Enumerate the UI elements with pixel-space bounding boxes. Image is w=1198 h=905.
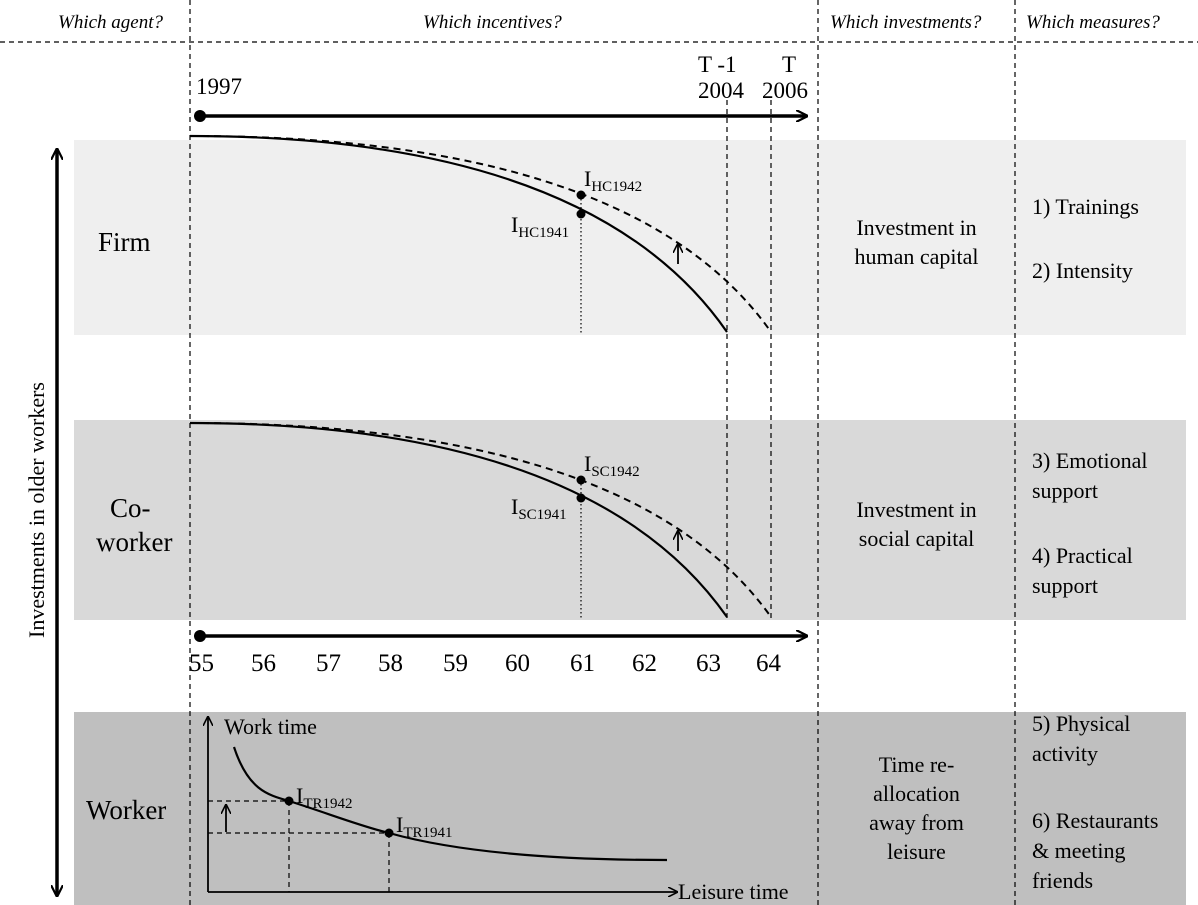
age-tick: 60: [505, 650, 530, 677]
timeline-t: T: [782, 52, 797, 77]
age-tick: 62: [632, 650, 657, 677]
worker-point-1942-label: ITR1942: [296, 783, 353, 812]
worker-measure-line: & meeting: [1032, 838, 1126, 863]
header-which-investments: Which investments?: [830, 12, 982, 33]
worker-x-axis-label: Leisure time: [678, 879, 789, 904]
age-tick: 61: [570, 650, 595, 677]
worker-measure-6: 6) Restaurants & meeting friends: [1032, 806, 1158, 896]
worker-point-1941-label: ITR1941: [396, 812, 453, 841]
worker-y-axis-label: Work time: [224, 714, 317, 739]
timeline-t-minus-1: T -1: [698, 52, 737, 77]
worker-investment-line: allocation: [873, 781, 960, 806]
firm-investment-line: Investment in: [856, 215, 977, 240]
coworker-point-1941: [576, 493, 586, 503]
coworker-point-1942-label: ISC1942: [584, 451, 640, 480]
coworker-measure-line: support: [1032, 478, 1098, 503]
worker-investment-line: leisure: [887, 839, 946, 864]
firm-point-1942: [576, 190, 586, 200]
coworker-measure-line: support: [1032, 573, 1098, 598]
worker-point-1942: [284, 796, 294, 806]
worker-investment-line: Time re-: [878, 752, 955, 777]
header-which-incentives: Which incentives?: [423, 12, 562, 33]
agent-worker: Worker: [86, 795, 167, 825]
timeline-t-year: 2006: [762, 78, 808, 103]
age-tick: 58: [378, 650, 403, 677]
firm-measure-1: 1) Trainings: [1032, 194, 1139, 219]
agent-coworker-line: Co-: [110, 493, 151, 523]
age-tick: 56: [251, 650, 276, 677]
coworker-curve-1941: [189, 421, 728, 618]
coworker-investment-line: social capital: [858, 526, 975, 551]
coworker-measure-3: 3) Emotional support: [1032, 446, 1147, 506]
coworker-measure-4: 4) Practical support: [1032, 541, 1133, 601]
firm-point-1942-label: IHC1942: [584, 166, 643, 195]
coworker-measure-line: 3) Emotional: [1032, 448, 1148, 473]
firm-point-1941-label: IHC1941: [511, 212, 570, 241]
worker-measure-5: 5) Physical activity: [1032, 709, 1130, 769]
age-tick: 59: [443, 650, 468, 677]
firm-investment: Investment in human capital: [818, 213, 1015, 271]
agent-coworker: Co- worker: [96, 491, 172, 559]
firm-point-1941: [576, 209, 586, 219]
coworker-curve-1942: [189, 422, 772, 618]
timeline-start-dot: [194, 110, 206, 122]
age-tick: 64: [756, 650, 781, 677]
agent-coworker-line: worker: [96, 527, 173, 557]
worker-point-1941: [384, 828, 394, 838]
agent-firm: Firm: [98, 227, 151, 257]
firm-investment-line: human capital: [854, 244, 979, 269]
coworker-investment: Investment in social capital: [818, 495, 1015, 553]
age-tick: 63: [696, 650, 721, 677]
worker-measure-line: activity: [1032, 741, 1098, 766]
worker-investment: Time re- allocation away from leisure: [818, 750, 1015, 866]
timeline-start-year: 1997: [196, 74, 242, 99]
coworker-point-1942: [576, 475, 586, 485]
worker-band: [74, 712, 1186, 905]
age-axis-start-dot: [194, 630, 206, 642]
coworker-investment-line: Investment in: [856, 497, 977, 522]
age-tick: 55: [189, 650, 214, 677]
firm-curve-1942: [189, 135, 772, 333]
worker-measure-line: 5) Physical: [1032, 711, 1131, 736]
firm-measure-2: 2) Intensity: [1032, 258, 1133, 283]
coworker-band: [74, 420, 1186, 620]
coworker-point-1941-label: ISC1941: [511, 494, 567, 523]
worker-measure-line: friends: [1032, 868, 1094, 893]
vertical-axis-label: Investments in older workers: [24, 382, 49, 638]
timeline-t-minus-1-year: 2004: [698, 78, 744, 103]
worker-indifference-curve: [232, 746, 668, 862]
coworker-measure-line: 4) Practical: [1032, 543, 1133, 568]
firm-curve-1941: [189, 134, 728, 333]
header-which-measures: Which measures?: [1026, 12, 1160, 33]
worker-measure-line: 6) Restaurants: [1032, 808, 1159, 833]
worker-investment-line: away from: [869, 810, 964, 835]
age-tick: 57: [316, 650, 341, 677]
header-which-agent: Which agent?: [58, 12, 164, 33]
